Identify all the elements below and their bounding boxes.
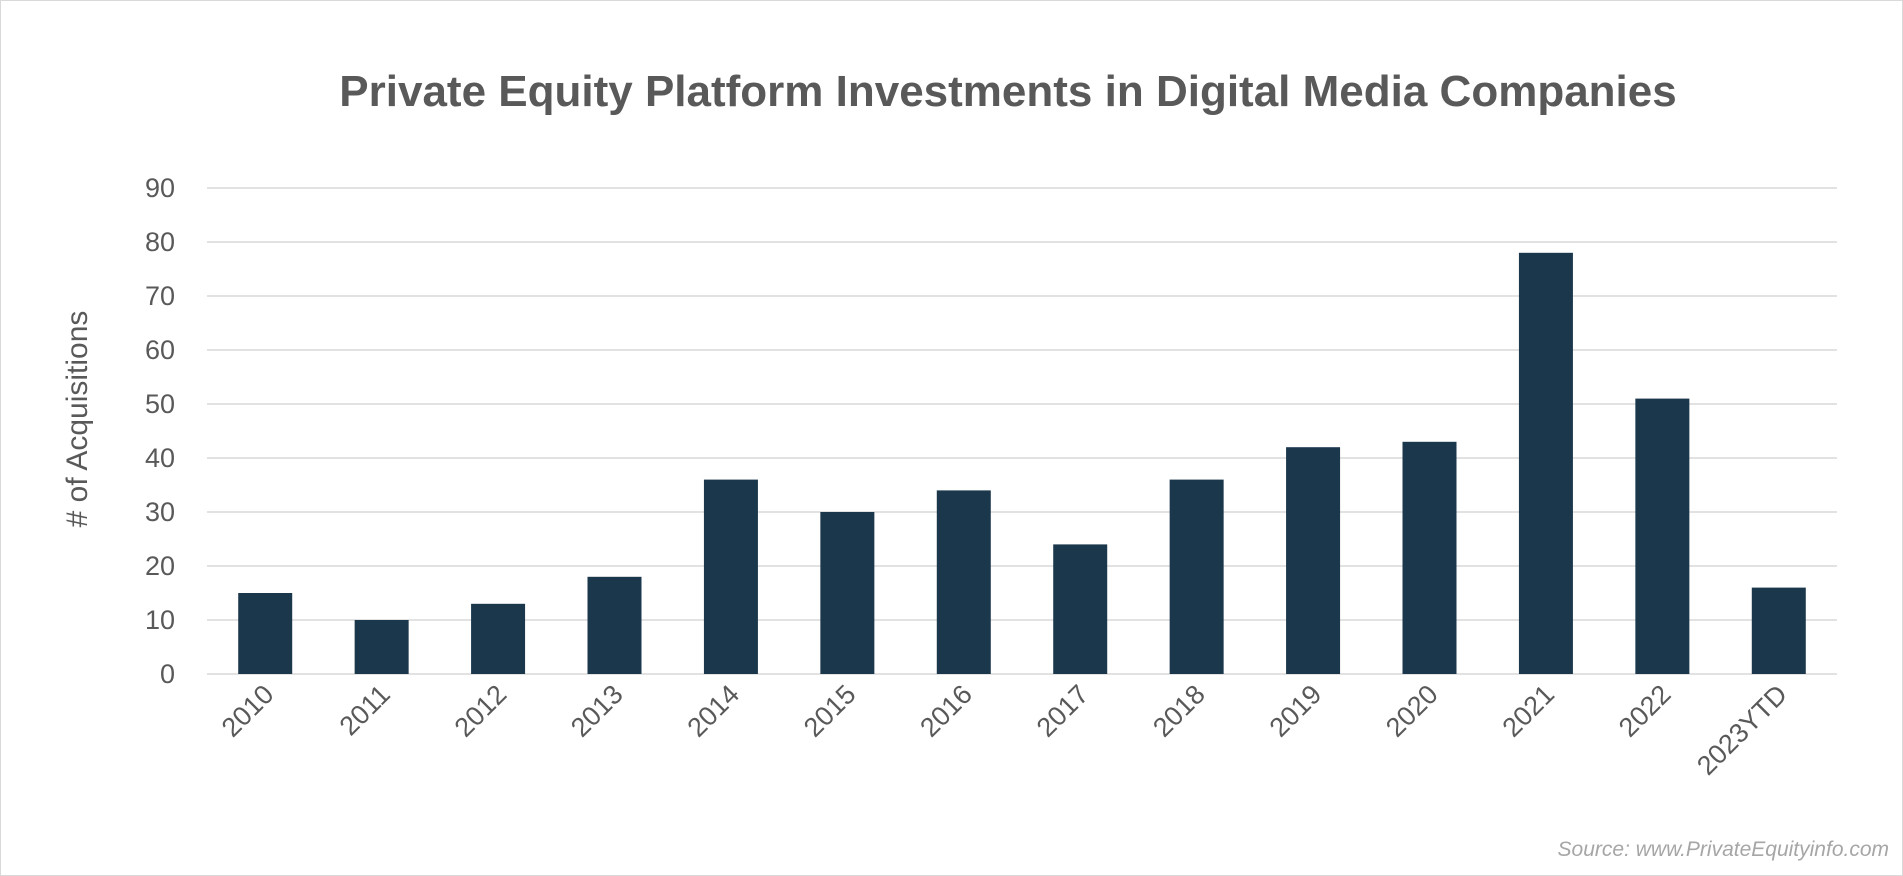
bar-2019 (1286, 447, 1341, 674)
y-tick-label: 90 (145, 173, 175, 203)
y-tick-labels: 0 10 20 30 40 50 60 70 80 90 (145, 173, 175, 689)
bar-2010 (238, 593, 293, 674)
bar-2022 (1635, 398, 1690, 674)
x-tick-label: 2023YTD (1691, 679, 1793, 781)
y-tick-label: 40 (145, 443, 175, 473)
y-tick-label: 30 (145, 497, 175, 527)
bar-2011 (354, 620, 409, 674)
x-tick-label: 2017 (1031, 679, 1095, 743)
bars (238, 252, 1806, 675)
chart-title: Private Equity Platform Investments in D… (339, 67, 1676, 116)
bar-2018 (1169, 479, 1224, 674)
y-tick-label: 60 (145, 335, 175, 365)
gridlines (207, 187, 1837, 675)
y-axis-label: # of Acquisitions (61, 311, 94, 528)
x-tick-label: 2015 (798, 679, 862, 743)
bar-2016 (936, 490, 991, 674)
bar-2017 (1053, 544, 1108, 674)
x-tick-label: 2021 (1496, 679, 1560, 743)
y-tick-label: 80 (145, 227, 175, 257)
bar-2021 (1518, 252, 1573, 675)
x-tick-label: 2016 (914, 679, 978, 743)
y-tick-label: 0 (160, 659, 175, 689)
bar-2014 (703, 479, 758, 674)
y-tick-label: 50 (145, 389, 175, 419)
x-tick-labels: 2010 2011 2012 2013 2014 2015 2016 2017 2018 2019… (216, 679, 1793, 781)
x-tick-label: 2014 (681, 679, 745, 743)
bar-2012 (471, 603, 526, 674)
y-tick-label: 20 (145, 551, 175, 581)
bar-2023YTD (1751, 587, 1806, 674)
bar-2015 (820, 512, 875, 674)
x-tick-label: 2020 (1380, 679, 1444, 743)
x-tick-label: 2012 (449, 679, 513, 743)
x-tick-label: 2011 (334, 679, 396, 741)
x-tick-label: 2019 (1264, 679, 1328, 743)
x-tick-label: 2013 (565, 679, 629, 743)
x-tick-label: 2018 (1147, 679, 1211, 743)
bar-2020 (1402, 441, 1457, 674)
y-tick-label: 70 (145, 281, 175, 311)
y-tick-label: 10 (145, 605, 175, 635)
x-tick-label: 2022 (1613, 679, 1677, 743)
x-tick-label: 2010 (216, 679, 280, 743)
source-note: Source: www.PrivateEquityinfo.com (1558, 838, 1889, 861)
bar-2013 (587, 576, 642, 674)
